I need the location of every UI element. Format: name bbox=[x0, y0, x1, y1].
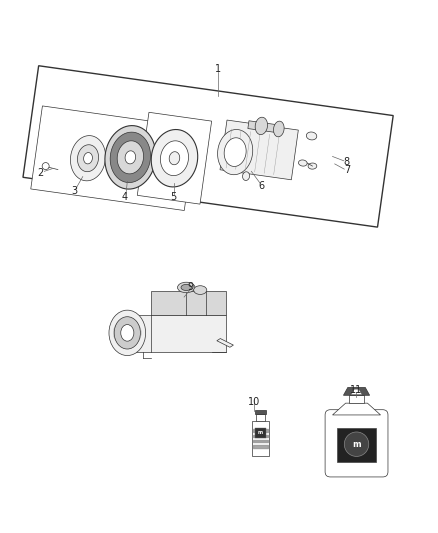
Polygon shape bbox=[252, 421, 269, 456]
Polygon shape bbox=[23, 66, 393, 227]
Polygon shape bbox=[137, 112, 212, 204]
Text: 8: 8 bbox=[344, 157, 350, 167]
Ellipse shape bbox=[121, 325, 134, 341]
Polygon shape bbox=[117, 141, 144, 174]
Ellipse shape bbox=[194, 286, 207, 294]
Ellipse shape bbox=[177, 282, 195, 293]
Circle shape bbox=[42, 163, 49, 169]
Polygon shape bbox=[160, 141, 188, 175]
Polygon shape bbox=[255, 428, 266, 438]
Polygon shape bbox=[127, 314, 226, 352]
Polygon shape bbox=[110, 132, 151, 183]
Ellipse shape bbox=[181, 285, 191, 290]
FancyBboxPatch shape bbox=[325, 410, 388, 477]
Ellipse shape bbox=[109, 310, 146, 356]
Polygon shape bbox=[332, 403, 381, 415]
Text: 2: 2 bbox=[38, 168, 44, 178]
Text: 1: 1 bbox=[215, 64, 221, 74]
Text: 10: 10 bbox=[248, 397, 261, 407]
Polygon shape bbox=[71, 135, 106, 181]
Polygon shape bbox=[151, 290, 226, 314]
Text: 11: 11 bbox=[350, 385, 362, 394]
Text: 4: 4 bbox=[121, 192, 127, 201]
Polygon shape bbox=[308, 163, 317, 169]
Polygon shape bbox=[217, 338, 233, 348]
Text: m: m bbox=[258, 430, 263, 435]
Polygon shape bbox=[78, 145, 99, 172]
Polygon shape bbox=[256, 414, 265, 421]
Text: 6: 6 bbox=[259, 181, 265, 191]
Polygon shape bbox=[337, 428, 376, 462]
Polygon shape bbox=[255, 410, 266, 414]
Polygon shape bbox=[243, 172, 250, 181]
Polygon shape bbox=[220, 120, 298, 180]
Polygon shape bbox=[248, 121, 279, 133]
Polygon shape bbox=[31, 106, 196, 211]
Text: 3: 3 bbox=[71, 187, 77, 196]
Text: 9: 9 bbox=[187, 281, 194, 292]
Polygon shape bbox=[224, 138, 246, 166]
Polygon shape bbox=[125, 151, 136, 164]
Circle shape bbox=[344, 432, 369, 456]
Polygon shape bbox=[151, 130, 198, 187]
Polygon shape bbox=[343, 387, 370, 395]
Text: 7: 7 bbox=[344, 165, 350, 175]
Polygon shape bbox=[351, 389, 362, 394]
Polygon shape bbox=[105, 126, 156, 189]
Text: m: m bbox=[352, 440, 361, 449]
Polygon shape bbox=[218, 130, 253, 175]
Polygon shape bbox=[298, 160, 307, 166]
Polygon shape bbox=[273, 121, 284, 137]
Polygon shape bbox=[255, 117, 268, 135]
Text: 5: 5 bbox=[170, 192, 176, 201]
Polygon shape bbox=[84, 152, 92, 164]
Polygon shape bbox=[306, 132, 317, 140]
Ellipse shape bbox=[114, 317, 141, 349]
Polygon shape bbox=[169, 152, 180, 165]
Polygon shape bbox=[349, 395, 364, 403]
